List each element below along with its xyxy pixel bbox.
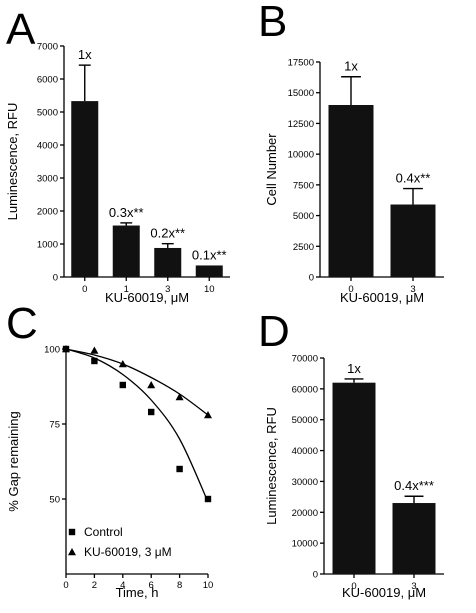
- y-tick-label-B: 17500: [288, 58, 314, 69]
- y-tick-label-B: 0: [309, 273, 314, 284]
- fold-change-label-B-3: 0.4x**: [396, 171, 431, 186]
- x-tick-label-D: 0: [351, 581, 356, 592]
- y-tick-label-A: 6000: [37, 75, 58, 86]
- fold-change-label-A-0: 1x: [78, 47, 92, 62]
- y-tick-label-D: 50000: [292, 415, 318, 426]
- series-ku-60019: [62, 345, 212, 419]
- panel-A: A 0 1000 2000 3000 4000 5000 6000 7000 1x 0 0.3x** 1…: [5, 5, 230, 305]
- fold-change-label-A-1: 0.3x**: [109, 205, 144, 220]
- y-tick-label-B: 2500: [293, 242, 314, 253]
- y-axis-title-B: Cell Number: [264, 133, 279, 206]
- y-tick-label-A: 3000: [37, 174, 58, 185]
- y-tick-label-B: 7500: [293, 180, 314, 191]
- data-point-triangle: [204, 411, 212, 419]
- data-point-square: [119, 381, 126, 389]
- y-tick-label-D: 20000: [292, 508, 318, 519]
- fold-change-label-A-10: 0.1x**: [192, 247, 227, 262]
- legend-C: Control KU-60019, 3 μM: [68, 525, 172, 559]
- legend-marker-ku-60019: [68, 548, 76, 556]
- y-tick-label-A: 1000: [37, 240, 58, 251]
- data-point-triangle: [62, 345, 70, 353]
- y-axis-title-D: Luminescence, RFU: [264, 407, 279, 525]
- panel-D: D 0 10000 20000 30000 40000 50000 60000 70000 1x 0…: [258, 307, 444, 600]
- x-tick-label-A: 10: [204, 284, 215, 295]
- data-point-triangle: [118, 360, 127, 368]
- y-tick-label-D: 0: [313, 570, 318, 581]
- fold-change-label-B-0: 1x: [344, 59, 358, 74]
- y-tick-label-A: 5000: [37, 108, 58, 119]
- x-tick-label-C: 0: [63, 580, 68, 591]
- y-tick-label-C: 100: [44, 345, 60, 356]
- x-axis-title-C: Time, h: [116, 585, 159, 600]
- panel-letter-D: D: [258, 307, 290, 356]
- fold-change-label-D-3: 0.4x***: [394, 478, 434, 493]
- y-tick-label-A: 2000: [37, 207, 58, 218]
- bar-D-0: [332, 382, 376, 574]
- y-tick-label-D: 40000: [292, 446, 318, 457]
- y-tick-label-A: 0: [53, 273, 58, 284]
- legend-label-control: Control: [84, 525, 123, 539]
- x-tick-label-B: 3: [410, 284, 415, 295]
- y-tick-label-D: 70000: [292, 354, 318, 365]
- x-tick-label-C: 8: [177, 580, 182, 591]
- data-point-triangle: [147, 381, 156, 389]
- bar-A-1: [112, 225, 140, 277]
- y-tick-label-A: 4000: [37, 141, 58, 152]
- x-tick-label-A: 1: [124, 284, 129, 295]
- bar-A-3: [154, 247, 182, 277]
- data-point-square: [204, 495, 212, 503]
- data-point-triangle: [175, 393, 184, 401]
- x-tick-label-A: 0: [82, 284, 87, 295]
- data-point-triangle: [90, 346, 99, 354]
- fold-change-label-D-0: 1x: [347, 361, 361, 376]
- y-tick-label-B: 12500: [288, 119, 314, 130]
- panel-C: C 50 75 100 0 2 4 6 8 10 Control KU-60019, 3 μM Time…: [6, 299, 213, 600]
- x-tick-label-C: 6: [149, 580, 154, 591]
- y-axis-title-A: Luminescence, RFU: [5, 103, 20, 221]
- bar-B-0: [328, 105, 374, 277]
- data-point-square: [91, 357, 98, 365]
- x-axis-title-B: KU-60019, μM: [340, 290, 424, 305]
- y-tick-label-D: 10000: [292, 539, 318, 550]
- y-tick-label-B: 5000: [293, 211, 314, 222]
- y-tick-label-C: 75: [49, 420, 60, 431]
- bar-A-0: [71, 101, 99, 277]
- x-tick-label-B: 0: [348, 284, 353, 295]
- x-tick-label-C: 2: [92, 580, 97, 591]
- y-tick-label-D: 30000: [292, 477, 318, 488]
- x-tick-label-C: 10: [203, 580, 214, 591]
- panel-letter-B: B: [258, 0, 287, 46]
- y-axis-title-C: % Gap remaining: [6, 411, 21, 511]
- panel-B: B 0 2500 5000 7500 10000 12500 15000 17500 1x 0 0.4…: [258, 0, 444, 305]
- fold-change-label-A-3: 0.2x**: [150, 226, 185, 241]
- x-tick-label-D: 3: [411, 581, 416, 592]
- y-tick-label-B: 15000: [288, 88, 314, 99]
- y-tick-label-B: 10000: [288, 150, 314, 161]
- x-axis-title-D: KU-60019, μM: [342, 585, 426, 600]
- panel-letter-C: C: [6, 299, 38, 348]
- fit-curve-0: [65, 348, 209, 503]
- y-tick-label-A: 7000: [37, 42, 58, 53]
- legend-label-ku-60019: KU-60019, 3 μM: [84, 545, 172, 559]
- series-control: [62, 345, 212, 503]
- fit-curve-1: [65, 348, 209, 416]
- data-point-square: [148, 408, 155, 416]
- y-tick-label-D: 60000: [292, 384, 318, 395]
- legend-marker-control: [68, 528, 76, 536]
- bar-D-3: [392, 503, 436, 574]
- panel-letter-A: A: [6, 5, 36, 54]
- y-tick-label-C: 50: [49, 495, 60, 506]
- x-axis-title-A: KU-60019, μM: [105, 290, 189, 305]
- x-tick-label-C: 4: [120, 580, 125, 591]
- x-tick-label-A: 3: [165, 284, 170, 295]
- bar-B-3: [390, 204, 436, 277]
- bar-A-10: [195, 265, 223, 277]
- data-point-square: [176, 465, 183, 473]
